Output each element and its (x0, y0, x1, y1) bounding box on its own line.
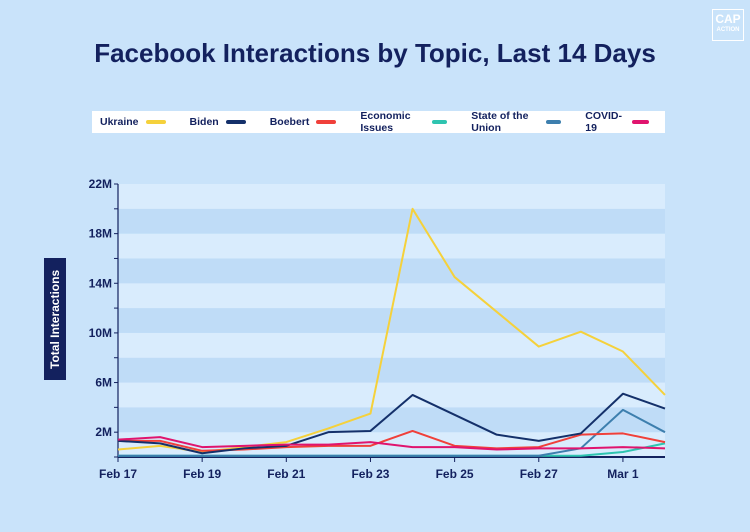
x-tick-label: Feb 21 (267, 467, 305, 481)
legend-item: Economic Issues (360, 110, 448, 134)
y-tick-label: 14M (89, 276, 112, 290)
grid-band (118, 233, 665, 259)
y-tick-label: 18M (89, 227, 112, 241)
chart-title: Facebook Interactions by Topic, Last 14 … (94, 38, 656, 68)
legend-label: State of the Union (471, 110, 529, 134)
legend-label: Boebert (269, 116, 310, 128)
x-tick-label: Feb 19 (183, 467, 221, 481)
cap-action-logo: CAP ACTION (712, 9, 744, 41)
legend-swatch (145, 120, 166, 124)
legend-item: COVID-19 (585, 110, 649, 134)
grid-band (118, 258, 665, 284)
legend: Ukraine Biden Boebert Economic Issues State … (92, 110, 665, 134)
logo-subtext: ACTION (716, 27, 740, 33)
grid-band (118, 382, 665, 408)
logo-text: CAP (715, 12, 741, 26)
legend-swatch (316, 120, 337, 124)
grid-band (118, 332, 665, 358)
grid-band (118, 407, 665, 433)
x-tick-label: Feb 23 (351, 467, 389, 481)
legend-swatch (432, 120, 448, 124)
legend-label: Ukraine (100, 116, 139, 128)
x-tick-label: Mar 1 (607, 467, 639, 481)
grid-band (118, 283, 665, 309)
grid-band (118, 184, 665, 209)
grid-band (118, 357, 665, 383)
grid-band (118, 208, 665, 234)
legend-item: State of the Union (471, 110, 562, 134)
series-line-state-of-the-union (118, 408, 666, 457)
legend-item: Ukraine (100, 116, 166, 128)
legend-label: Biden (189, 116, 219, 128)
legend-swatch (632, 120, 649, 124)
y-tick-label: 2M (95, 425, 112, 439)
legend-item: Biden (190, 116, 246, 128)
x-tick-label: Feb 17 (99, 467, 137, 481)
y-tick-label: 22M (89, 177, 112, 191)
series-line-biden (117, 392, 666, 455)
legend-item: Boebert (270, 116, 337, 128)
y-tick-label: 10M (89, 326, 112, 340)
series-line-boebert (118, 429, 666, 452)
x-tick-label: Feb 25 (436, 467, 474, 481)
legend-label: Economic Issues (360, 110, 411, 134)
y-tick-label: 6M (95, 376, 112, 390)
legend-label: COVID-19 (585, 110, 622, 134)
x-tick-label: Feb 27 (520, 467, 558, 481)
series-line-covid-19 (117, 436, 666, 451)
legend-swatch (546, 120, 562, 124)
legend-swatch (225, 120, 246, 124)
